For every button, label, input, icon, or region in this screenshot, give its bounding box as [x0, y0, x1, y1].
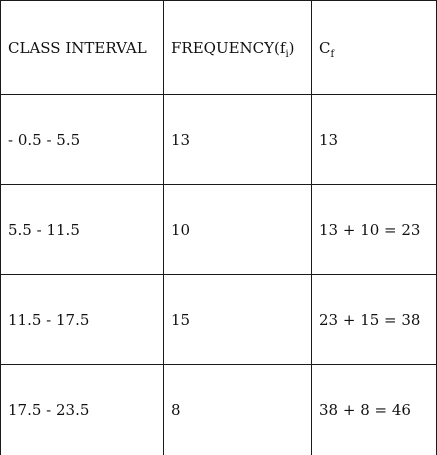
- header-cf-label: C: [319, 39, 330, 57]
- table-header-row: CLASS INTERVAL FREQUENCY(fi) Cf: [1, 1, 437, 95]
- header-frequency: FREQUENCY(fi): [164, 1, 312, 95]
- cell-interval: 17.5 - 23.5: [1, 365, 164, 455]
- header-class-interval: CLASS INTERVAL: [1, 1, 164, 95]
- cell-interval: 11.5 - 17.5: [1, 275, 164, 365]
- table-row: 11.5 - 17.5 15 23 + 15 = 38: [1, 275, 437, 365]
- cell-frequency: 13: [164, 95, 312, 185]
- cell-interval: - 0.5 - 5.5: [1, 95, 164, 185]
- table-row: 5.5 - 11.5 10 13 + 10 = 23: [1, 185, 437, 275]
- cell-interval: 5.5 - 11.5: [1, 185, 164, 275]
- header-frequency-close: ): [289, 39, 295, 57]
- header-class-interval-label: CLASS INTERVAL: [8, 39, 147, 57]
- cell-cumulative-frequency: 13: [312, 95, 437, 185]
- header-cf-subscript: f: [330, 49, 334, 60]
- cell-cumulative-frequency: 23 + 15 = 38: [312, 275, 437, 365]
- cell-frequency: 15: [164, 275, 312, 365]
- table-row: - 0.5 - 5.5 13 13: [1, 95, 437, 185]
- cell-frequency: 10: [164, 185, 312, 275]
- table-row: 17.5 - 23.5 8 38 + 8 = 46: [1, 365, 437, 455]
- header-cumulative-frequency: Cf: [312, 1, 437, 95]
- cell-frequency: 8: [164, 365, 312, 455]
- cell-cumulative-frequency: 13 + 10 = 23: [312, 185, 437, 275]
- header-frequency-label: FREQUENCY(f: [171, 39, 285, 57]
- cell-cumulative-frequency: 38 + 8 = 46: [312, 365, 437, 455]
